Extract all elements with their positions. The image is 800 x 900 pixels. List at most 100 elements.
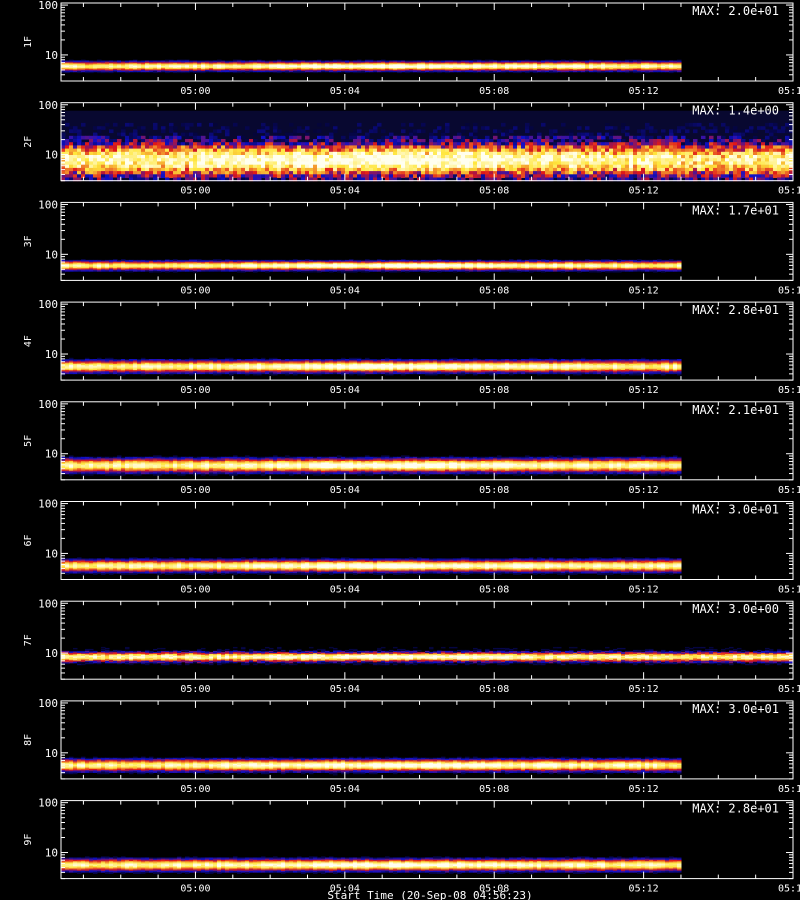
heatmap-cell — [493, 65, 498, 67]
heatmap-cell — [529, 135, 534, 140]
heatmap-cell — [357, 61, 362, 63]
heatmap-cell — [257, 59, 262, 62]
heatmap-cell — [409, 61, 414, 63]
heatmap-cell — [481, 139, 486, 143]
heatmap-cell — [777, 139, 782, 143]
heatmap-cell — [493, 71, 498, 74]
heatmap-cell — [277, 145, 282, 150]
heatmap-cell — [129, 60, 134, 62]
heatmap-cell — [261, 155, 266, 159]
heatmap-cell — [305, 148, 310, 153]
heatmap-cell — [137, 68, 142, 70]
heatmap-cell — [209, 164, 214, 169]
heatmap-cell — [745, 129, 750, 134]
heatmap-cell — [549, 145, 554, 150]
heatmap-cell — [585, 164, 590, 169]
heatmap-cell — [405, 63, 410, 65]
heatmap-cell — [85, 161, 90, 166]
heatmap-cell — [185, 135, 190, 140]
heatmap-cell — [781, 142, 786, 146]
heatmap-cell — [673, 145, 678, 150]
heatmap-cell — [637, 174, 642, 179]
heatmap-cell — [389, 142, 394, 146]
heatmap-cell — [189, 62, 194, 64]
heatmap-cell — [689, 151, 694, 156]
heatmap-cell — [681, 155, 686, 159]
heatmap-cell — [113, 264, 118, 267]
heatmap-cell — [113, 62, 118, 64]
heatmap-cell — [137, 66, 142, 68]
heatmap-cell — [761, 145, 766, 150]
heatmap-cell — [457, 60, 462, 62]
heatmap-cell — [141, 142, 146, 146]
heatmap-cell — [341, 158, 346, 162]
heatmap-cell — [673, 63, 678, 65]
heatmap-cell — [473, 68, 478, 70]
heatmap-cell — [577, 63, 582, 65]
heatmap-cell — [301, 164, 306, 169]
heatmap-cell — [621, 171, 626, 175]
heatmap-cell — [273, 60, 278, 62]
heatmap-cell — [497, 174, 502, 179]
heatmap-cell — [733, 142, 738, 146]
heatmap-cell — [653, 164, 658, 169]
heatmap-cell — [317, 122, 322, 127]
heatmap-cell — [421, 161, 426, 166]
heatmap-cell — [389, 139, 394, 143]
heatmap-cell — [769, 161, 774, 166]
heatmap-cell — [609, 132, 614, 137]
heatmap-cell — [173, 177, 178, 182]
heatmap-cell — [573, 171, 578, 175]
heatmap-cell — [253, 142, 258, 146]
heatmap-cell — [593, 145, 598, 150]
heatmap-cell — [437, 65, 442, 67]
heatmap-cell — [601, 171, 606, 175]
heatmap-cell — [141, 158, 146, 162]
heatmap-cell — [365, 61, 370, 63]
heatmap-cell — [333, 174, 338, 179]
heatmap-cell — [217, 139, 222, 143]
heatmap-cell — [637, 155, 642, 159]
heatmap-cell — [661, 70, 666, 73]
heatmap-cell — [281, 64, 286, 66]
heatmap-cell — [81, 64, 86, 66]
heatmap-cell — [73, 60, 78, 62]
heatmap-cell — [569, 174, 574, 179]
heatmap-cell — [121, 161, 126, 166]
heatmap-cell — [781, 171, 786, 175]
heatmap-cell — [377, 66, 382, 68]
heatmap-cell — [481, 126, 486, 130]
heatmap-cell — [173, 167, 178, 172]
heatmap-cell — [685, 151, 690, 156]
heatmap-cell — [781, 174, 786, 179]
heatmap-cell — [93, 268, 98, 270]
heatmap-cell — [329, 68, 334, 71]
heatmap-cell — [725, 171, 730, 175]
heatmap-cell — [385, 135, 390, 140]
heatmap-cell — [689, 177, 694, 182]
heatmap-cell — [601, 135, 606, 140]
heatmap-cell — [673, 164, 678, 169]
heatmap-cell — [465, 155, 470, 159]
heatmap-cell — [349, 174, 354, 179]
heatmap-cell — [305, 167, 310, 172]
heatmap-cell — [629, 151, 634, 156]
heatmap-cells — [61, 259, 682, 274]
heatmap-cell — [105, 71, 110, 74]
heatmap-cell — [313, 167, 318, 172]
heatmap-cell — [785, 164, 790, 169]
heatmap-cell — [149, 161, 154, 166]
heatmap-cell — [509, 151, 514, 156]
heatmap-cell — [657, 167, 662, 172]
heatmap-cell — [273, 71, 278, 74]
heatmap-cell — [233, 164, 238, 169]
heatmap-cell — [365, 68, 370, 70]
heatmap-cell — [365, 69, 370, 72]
heatmap-cell — [649, 148, 654, 153]
heatmap-cell — [353, 139, 358, 143]
heatmap-cell — [589, 174, 594, 179]
heatmap-cell — [193, 71, 198, 74]
heatmap-cell — [149, 145, 154, 150]
heatmap-cell — [309, 65, 314, 67]
